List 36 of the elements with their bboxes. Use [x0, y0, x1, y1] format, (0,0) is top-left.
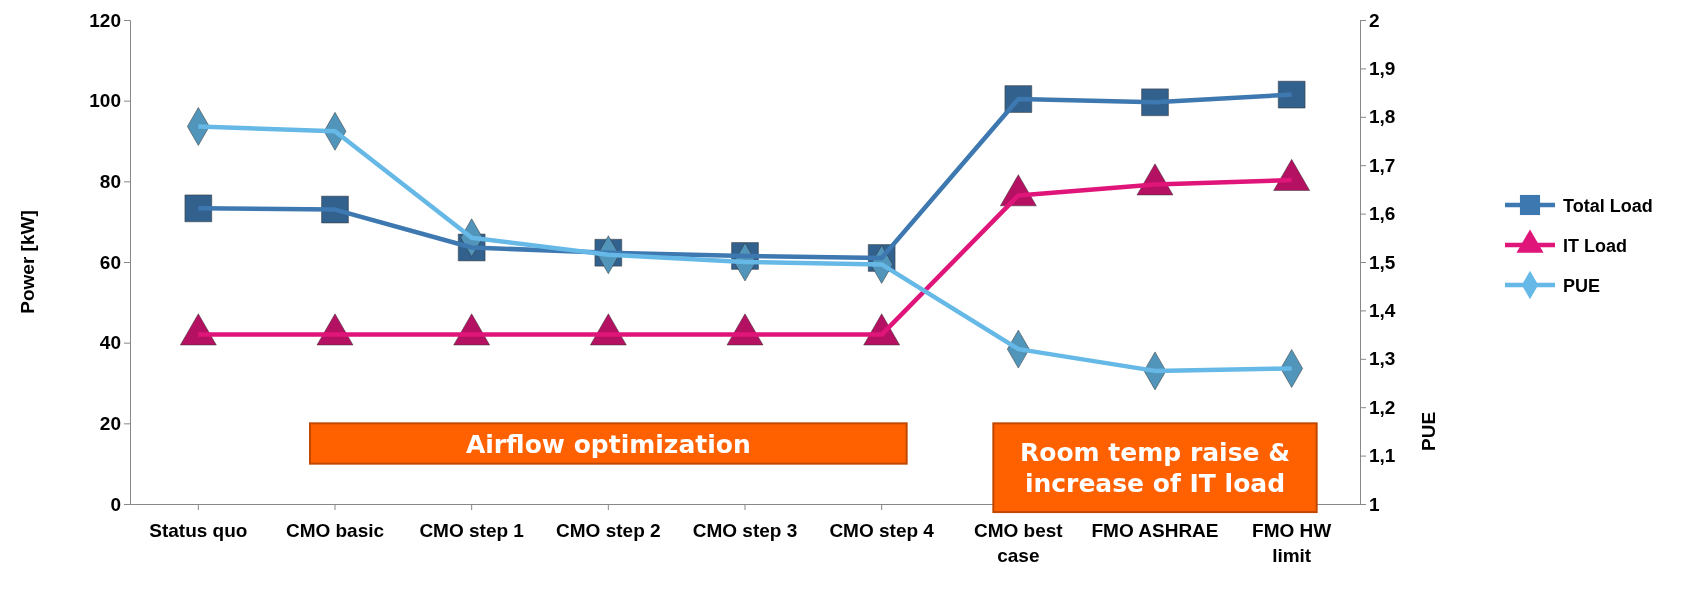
y-tick-label: 120	[89, 9, 121, 31]
legend-label: Total Load	[1563, 196, 1653, 216]
annotation: Room temp raise & increase of IT load	[1019, 438, 1291, 499]
y-axis-title: Power [kW]	[17, 210, 38, 314]
y2-tick-label: 1,5	[1369, 251, 1396, 273]
x-tick-label: Status quo	[149, 519, 248, 541]
y2-tick-label: 1,1	[1369, 445, 1396, 467]
banner: Airflow optimization	[309, 422, 908, 465]
x-tick-label: CMO step 3	[692, 519, 798, 541]
x-tick-label: FMO ASHRAE	[1091, 519, 1219, 541]
y2-tick-label: 2	[1369, 9, 1380, 31]
y2-tick-label: 1	[1369, 493, 1380, 515]
y2-tick-label: 1,9	[1369, 57, 1396, 79]
y-tick-label: 40	[99, 332, 121, 354]
legend-label: PUE	[1563, 276, 1601, 296]
legend-label: IT Load	[1563, 236, 1627, 256]
y2-tick-label: 1,8	[1369, 106, 1396, 128]
y-tick-label: 20	[99, 412, 121, 434]
y-tick-label: 0	[110, 493, 121, 515]
y2-tick-label: 1,4	[1369, 299, 1396, 321]
banner: Room temp raise & increase of IT load	[992, 422, 1318, 514]
x-tick-label: CMO step 1	[419, 519, 525, 541]
y-tick-label: 100	[89, 90, 121, 112]
y2-tick-label: 1,6	[1369, 203, 1396, 225]
x-tick-label: CMO step 4	[829, 519, 935, 541]
x-tick-label: CMO best case	[973, 519, 1064, 567]
x-tick-label: CMO step 2	[556, 519, 661, 541]
annotation: Airflow optimization	[465, 429, 751, 459]
y-tick-label: 60	[99, 251, 121, 273]
y2-tick-label: 1,7	[1369, 154, 1396, 176]
x-tick-label: FMO HW limit	[1252, 519, 1332, 567]
y2-axis-title: PUE	[1418, 411, 1439, 451]
y-tick-label: 80	[99, 170, 121, 192]
y2-tick-label: 1,2	[1369, 396, 1396, 418]
x-tick-label: CMO basic	[285, 519, 385, 541]
y2-tick-label: 1,3	[1369, 348, 1396, 370]
